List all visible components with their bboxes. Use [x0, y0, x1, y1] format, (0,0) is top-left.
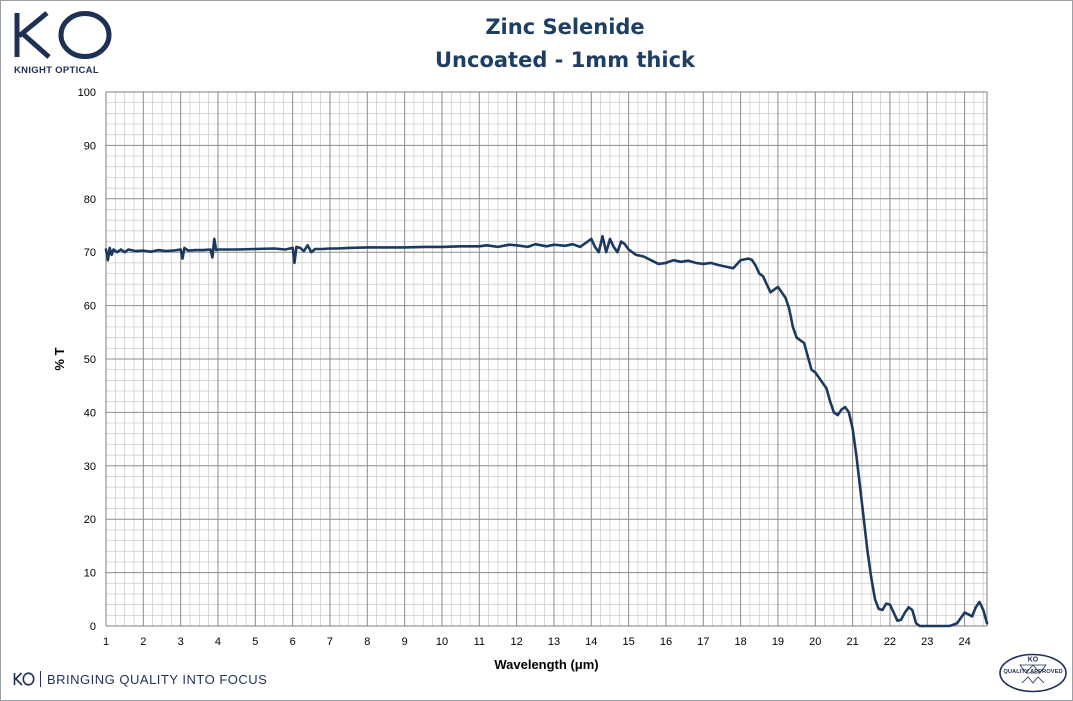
x-tick-label: 23 — [921, 636, 933, 648]
x-tick-label: 5 — [252, 636, 258, 648]
x-tick-label: 10 — [436, 636, 448, 648]
x-tick-label: 1 — [103, 636, 109, 648]
x-tick-label: 9 — [402, 636, 408, 648]
quality-approved-badge-icon: KO — [999, 653, 1067, 693]
x-tick-label: 21 — [846, 636, 858, 648]
y-tick-label: 90 — [84, 140, 96, 152]
svg-text:KO: KO — [1028, 657, 1039, 664]
transmission-series-line — [104, 234, 989, 628]
y-tick-label: 100 — [78, 87, 96, 99]
x-tick-label: 20 — [809, 636, 821, 648]
badge-label: QUALITY APPROVED — [1003, 669, 1063, 675]
x-tick-label: 15 — [623, 636, 635, 648]
footer-slogan-bar: BRINGING QUALITY INTO FOCUS — [13, 670, 267, 688]
y-axis-label: % T — [52, 347, 67, 370]
x-tick-label: 4 — [215, 636, 221, 648]
x-tick-label: 14 — [585, 636, 597, 648]
x-axis-ticks: 1 2 3 4 5 6 7 8 9 10 11 12 13 14 15 16 17 18 19 20 21 22 23 24 — [103, 636, 971, 648]
knight-optical-logo: KNIGHT OPTICAL — [13, 10, 113, 76]
x-axis-label: Wavelength (μm) — [494, 657, 598, 672]
x-tick-label: 8 — [364, 636, 370, 648]
y-tick-label: 10 — [84, 568, 96, 580]
chart-subtitle: Uncoated - 1mm thick — [435, 48, 695, 72]
x-tick-label: 6 — [290, 636, 296, 648]
x-tick-label: 22 — [884, 636, 896, 648]
y-tick-label: 50 — [84, 354, 96, 366]
x-tick-label: 24 — [958, 636, 970, 648]
x-tick-label: 16 — [660, 636, 672, 648]
y-tick-label: 60 — [84, 301, 96, 313]
y-tick-label: 40 — [84, 407, 96, 419]
x-tick-label: 3 — [178, 636, 184, 648]
y-tick-label: 80 — [84, 194, 96, 206]
series-layer — [104, 234, 989, 628]
x-tick-label: 13 — [548, 636, 560, 648]
x-tick-label: 2 — [140, 636, 146, 648]
y-axis-ticks: 0 10 20 30 40 50 60 70 80 90 100 — [78, 87, 96, 633]
x-tick-label: 12 — [511, 636, 523, 648]
chart-title: Zinc Selenide — [485, 15, 645, 39]
brand-slogan: BRINGING QUALITY INTO FOCUS — [47, 671, 268, 687]
y-tick-label: 30 — [84, 461, 96, 473]
brand-name: KNIGHT OPTICAL — [14, 65, 99, 76]
plot-area — [105, 91, 988, 627]
ko-small-logo-icon — [13, 672, 35, 686]
x-tick-label: 17 — [697, 636, 709, 648]
y-tick-label: 70 — [84, 247, 96, 259]
x-tick-label: 7 — [327, 636, 333, 648]
y-tick-label: 0 — [90, 621, 96, 633]
major-gridlines — [105, 91, 987, 627]
y-tick-label: 20 — [84, 514, 96, 526]
x-tick-label: 11 — [474, 636, 485, 648]
x-tick-label: 18 — [734, 636, 746, 648]
x-tick-label: 19 — [772, 636, 784, 648]
ko-logo-icon — [14, 11, 112, 59]
footer-divider — [40, 671, 41, 687]
